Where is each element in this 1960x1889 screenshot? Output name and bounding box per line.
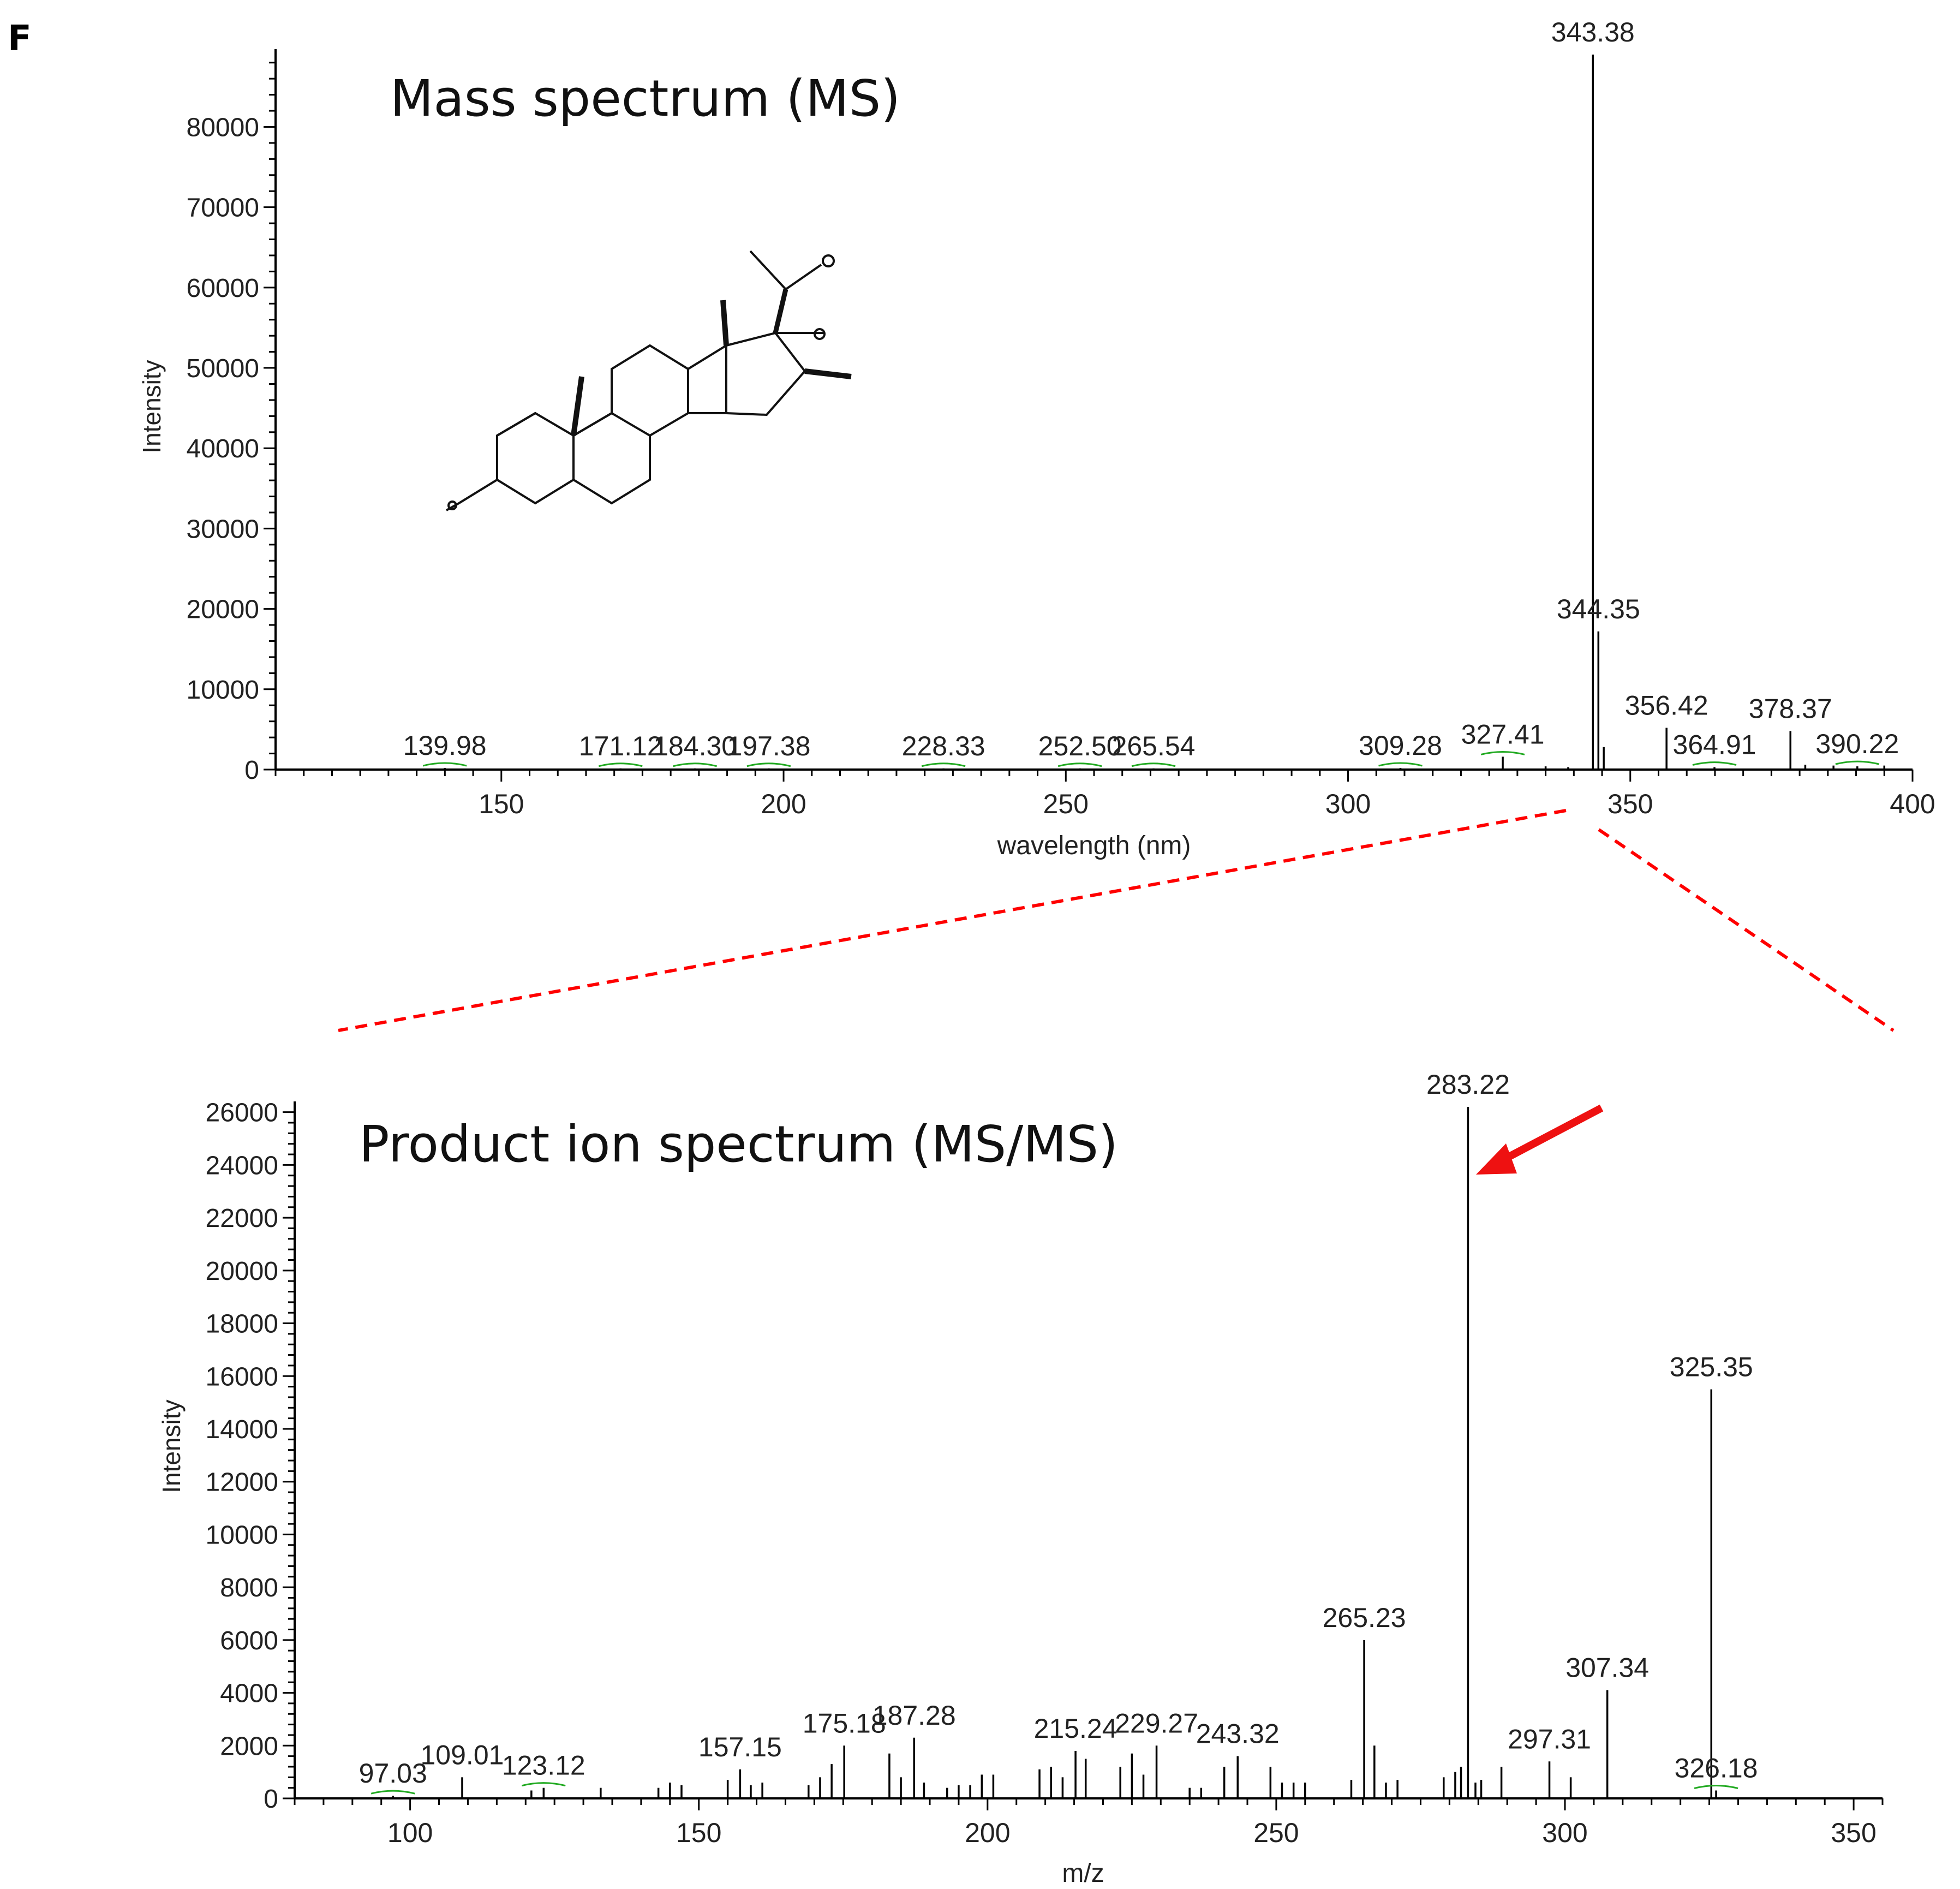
x-tick-label: 150 (479, 789, 524, 819)
peak-label: 123.12 (502, 1750, 585, 1781)
msms-chart: Product ion spectrum (MS/MS) Intensity m… (157, 1069, 1884, 1888)
y-tick-label: 2000 (220, 1732, 278, 1761)
msms-axes: 100 150 200 250 300 350 0 2000 4000 6000 8000 10000… (206, 1099, 1884, 1848)
y-tick-label: 22000 (206, 1204, 278, 1233)
x-tick-label: 250 (1253, 1818, 1299, 1848)
peak-label-bracket (1378, 762, 1423, 767)
y-tick-label: 24000 (206, 1151, 278, 1180)
msms-xlabel: m/z (1062, 1859, 1104, 1888)
y-tick-label: 30000 (187, 515, 259, 544)
y-tick-label: 12000 (206, 1468, 278, 1497)
x-tick-label: 300 (1325, 789, 1371, 819)
y-tick-label: 20000 (206, 1257, 278, 1286)
y-tick-label: 0 (244, 756, 259, 785)
peak-label: 215.24 (1034, 1713, 1118, 1744)
steroid-epoxide-structure-icon (446, 250, 852, 511)
peak-label-bracket (371, 1790, 415, 1795)
peak-label: 252.50 (1038, 731, 1122, 761)
msms-ylabel: Intensity (157, 1399, 186, 1493)
y-tick-label: 10000 (206, 1521, 278, 1550)
peak-label: 184.30 (653, 731, 737, 761)
y-tick-label: 6000 (220, 1626, 278, 1655)
peak-label: 265.23 (1323, 1602, 1406, 1633)
msms-title: Product ion spectrum (MS/MS) (359, 1115, 1118, 1173)
y-tick-label: 14000 (206, 1415, 278, 1444)
panel-label: F (8, 19, 32, 59)
x-tick-label: 350 (1608, 789, 1653, 819)
y-tick-label: 70000 (187, 194, 259, 223)
peak-label: 327.41 (1461, 719, 1545, 749)
peak-label: 97.03 (359, 1758, 427, 1789)
peak-label: 229.27 (1115, 1708, 1198, 1738)
ms-ylabel: Intensity (138, 360, 166, 453)
peak-label-bracket (746, 762, 791, 767)
peak-label: 343.38 (1551, 17, 1635, 47)
ms-xlabel: wavelength (nm) (997, 831, 1191, 860)
y-tick-label: 40000 (187, 434, 259, 463)
x-tick-label: 400 (1890, 789, 1935, 819)
peak-label: 157.15 (698, 1732, 782, 1762)
peak-label-bracket (1692, 761, 1737, 766)
ms-chart: Mass spectrum (MS) Intensity wavelength … (138, 17, 1935, 860)
x-tick-label: 200 (965, 1818, 1010, 1848)
peak-label: 297.31 (1508, 1724, 1591, 1754)
peak-label: 326.18 (1675, 1753, 1758, 1783)
y-tick-label: 16000 (206, 1362, 278, 1391)
red-arrow-icon (1476, 1104, 1604, 1175)
peak-label-bracket (598, 762, 643, 767)
peak-label: 175.18 (803, 1708, 886, 1738)
msms-peaks (392, 1107, 1717, 1798)
peak-label: 228.33 (902, 731, 985, 761)
peak-label-bracket (1480, 750, 1525, 755)
peak-label: 187.28 (873, 1700, 956, 1731)
peak-label: 265.54 (1112, 731, 1196, 761)
y-tick-label: 18000 (206, 1310, 278, 1339)
peak-label: 309.28 (1359, 730, 1442, 761)
peak-label: 390.22 (1815, 729, 1899, 759)
peak-label: 364.91 (1673, 730, 1756, 760)
x-tick-label: 200 (761, 789, 806, 819)
ms-title: Mass spectrum (MS) (390, 69, 900, 128)
peak-label: 243.32 (1196, 1719, 1280, 1749)
y-tick-label: 20000 (187, 595, 259, 624)
peak-label: 283.22 (1426, 1069, 1510, 1100)
peak-label: 325.35 (1670, 1351, 1753, 1382)
ms-peaks (444, 55, 1886, 770)
peak-label: 344.35 (1557, 594, 1640, 624)
x-tick-label: 350 (1831, 1818, 1876, 1848)
peak-label-bracket (1057, 762, 1102, 767)
y-tick-label: 10000 (187, 676, 259, 705)
peak-label: 356.42 (1625, 690, 1708, 720)
x-tick-label: 150 (676, 1818, 721, 1848)
y-tick-label: 26000 (206, 1099, 278, 1128)
peak-label: 197.38 (727, 731, 810, 761)
x-tick-label: 300 (1542, 1818, 1587, 1848)
y-tick-label: 60000 (187, 274, 259, 303)
y-tick-label: 8000 (220, 1574, 278, 1602)
x-tick-label: 100 (387, 1818, 433, 1848)
peak-label: 307.34 (1565, 1653, 1649, 1683)
peak-label-bracket (422, 762, 467, 767)
peak-label-bracket (1835, 760, 1880, 765)
peak-label-bracket (673, 762, 717, 767)
x-tick-label: 250 (1043, 789, 1089, 819)
peak-label: 171.12 (579, 731, 662, 761)
peak-label-bracket (1694, 1784, 1738, 1789)
zoom-connector (338, 809, 1895, 1032)
y-tick-label: 4000 (220, 1679, 278, 1708)
y-tick-label: 50000 (187, 354, 259, 383)
ms-axes: 150 200 250 300 350 400 0 10000 20000 30000 40000 5… (187, 49, 1935, 819)
peak-label-bracket (1131, 762, 1176, 767)
peak-label: 139.98 (403, 730, 487, 761)
y-tick-label: 0 (264, 1785, 278, 1814)
y-tick-label: 80000 (187, 113, 259, 142)
peak-label-bracket (521, 1782, 566, 1787)
peak-label: 109.01 (421, 1739, 504, 1770)
peak-label: 378.37 (1749, 693, 1832, 724)
peak-label-bracket (921, 762, 966, 767)
